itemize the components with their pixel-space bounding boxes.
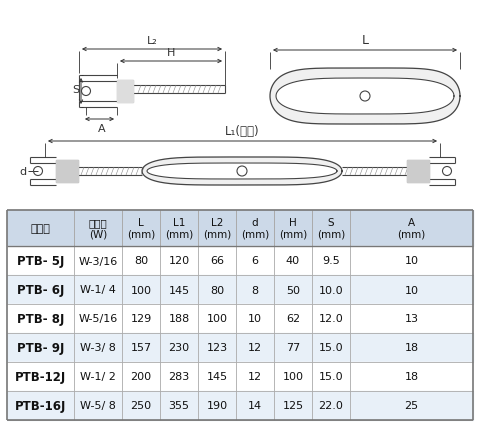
Text: 15.0: 15.0 [319, 371, 343, 382]
Text: (mm): (mm) [203, 230, 231, 239]
Text: 200: 200 [131, 371, 152, 382]
Text: 13: 13 [405, 314, 419, 324]
Text: 100: 100 [131, 285, 152, 295]
Polygon shape [147, 164, 337, 180]
Text: (mm): (mm) [165, 230, 193, 239]
Text: (W): (W) [89, 230, 107, 239]
Text: 77: 77 [286, 343, 300, 353]
Text: 品　番: 品 番 [31, 224, 50, 233]
Text: 25: 25 [405, 400, 419, 411]
Text: 10: 10 [248, 314, 262, 324]
Polygon shape [7, 275, 473, 304]
Text: W-1/ 4: W-1/ 4 [80, 285, 116, 295]
Text: 157: 157 [131, 343, 152, 353]
Text: 80: 80 [210, 285, 224, 295]
Text: W-5/ 8: W-5/ 8 [80, 400, 116, 411]
Polygon shape [276, 79, 454, 115]
Text: d: d [19, 167, 26, 177]
Polygon shape [7, 333, 473, 362]
Text: A: A [98, 124, 105, 134]
Text: PTB- 9J: PTB- 9J [17, 341, 64, 354]
Text: 10: 10 [405, 256, 419, 266]
Text: 12.0: 12.0 [319, 314, 343, 324]
Text: (mm): (mm) [127, 230, 155, 239]
Text: 188: 188 [168, 314, 190, 324]
Text: 9.5: 9.5 [322, 256, 340, 266]
Text: 18: 18 [405, 371, 419, 382]
Polygon shape [56, 161, 78, 183]
Text: 15.0: 15.0 [319, 343, 343, 353]
Text: L: L [361, 34, 369, 47]
Text: PTB- 5J: PTB- 5J [17, 254, 64, 268]
Text: L1: L1 [173, 218, 185, 227]
Text: d: d [252, 218, 258, 227]
Polygon shape [117, 81, 133, 103]
Text: 100: 100 [206, 314, 228, 324]
Text: 10.0: 10.0 [319, 285, 343, 295]
Text: 123: 123 [206, 343, 228, 353]
Text: 283: 283 [168, 371, 190, 382]
Text: 129: 129 [131, 314, 152, 324]
Text: S: S [328, 218, 334, 227]
Text: 190: 190 [206, 400, 228, 411]
Text: PTB- 6J: PTB- 6J [17, 283, 64, 296]
Text: ネジ径: ネジ径 [89, 218, 108, 227]
Text: PTB- 8J: PTB- 8J [17, 312, 64, 325]
Text: L₂: L₂ [146, 36, 157, 46]
Text: H: H [289, 218, 297, 227]
Text: H: H [167, 48, 175, 58]
Text: 120: 120 [168, 256, 190, 266]
Text: L₁(最小): L₁(最小) [225, 125, 260, 138]
Text: W-3/16: W-3/16 [78, 256, 118, 266]
Text: (mm): (mm) [317, 230, 345, 239]
Polygon shape [7, 362, 473, 391]
Text: PTB-12J: PTB-12J [15, 370, 66, 383]
Text: 14: 14 [248, 400, 262, 411]
Text: 12: 12 [248, 343, 262, 353]
Text: 12: 12 [248, 371, 262, 382]
Polygon shape [270, 69, 460, 125]
Polygon shape [7, 210, 473, 246]
Text: 6: 6 [252, 256, 259, 266]
Text: L2: L2 [211, 218, 223, 227]
Text: A: A [408, 218, 415, 227]
Text: (mm): (mm) [279, 230, 307, 239]
Text: 10: 10 [405, 285, 419, 295]
Text: 145: 145 [206, 371, 228, 382]
Text: L: L [138, 218, 144, 227]
Text: 145: 145 [168, 285, 190, 295]
Text: (mm): (mm) [397, 230, 426, 239]
Polygon shape [407, 161, 429, 183]
Text: 80: 80 [134, 256, 148, 266]
Text: 22.0: 22.0 [319, 400, 343, 411]
Text: (mm): (mm) [241, 230, 269, 239]
Text: 66: 66 [210, 256, 224, 266]
Text: W-1/ 2: W-1/ 2 [80, 371, 116, 382]
Text: 62: 62 [286, 314, 300, 324]
Text: 100: 100 [283, 371, 303, 382]
Text: 355: 355 [168, 400, 190, 411]
Text: S: S [72, 85, 79, 95]
Polygon shape [7, 304, 473, 333]
Text: 125: 125 [282, 400, 303, 411]
Text: 18: 18 [405, 343, 419, 353]
Text: 250: 250 [131, 400, 152, 411]
Polygon shape [7, 391, 473, 420]
Text: 8: 8 [252, 285, 259, 295]
Text: 40: 40 [286, 256, 300, 266]
Text: 230: 230 [168, 343, 190, 353]
Polygon shape [7, 246, 473, 275]
Text: W-3/ 8: W-3/ 8 [80, 343, 116, 353]
Text: W-5/16: W-5/16 [78, 314, 118, 324]
Text: PTB-16J: PTB-16J [15, 399, 66, 412]
Text: 50: 50 [286, 285, 300, 295]
Polygon shape [142, 158, 342, 186]
